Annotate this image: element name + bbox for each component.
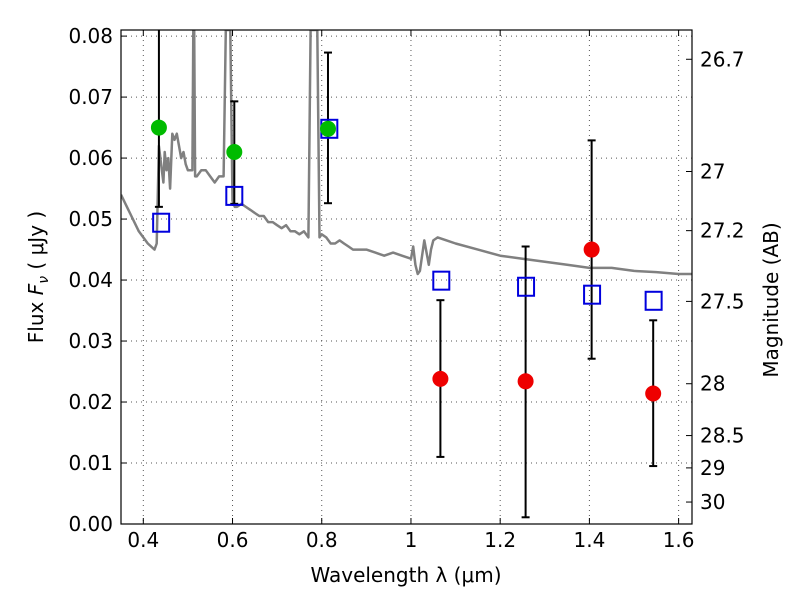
y-tick-label: 0.06 [68,146,113,170]
x-axis-title: Wavelength λ (μm) [310,563,501,587]
y-axis-title: Flux Fν ( μJy ) [24,211,52,343]
observed-data-point [583,241,600,258]
y-axis-title-post: ( μJy ) [24,211,48,276]
observed-data-point [319,120,336,137]
observed-data-point [150,119,167,136]
model-photometry-square [583,284,602,305]
model-photometry-square [432,270,451,291]
magnitude-tick-label: 27.5 [700,289,745,313]
observed-data-point [517,373,534,390]
magnitude-tick-label: 27 [700,159,725,183]
observed-data-point [645,385,662,402]
plot-area [121,30,692,519]
y-tick-label: 0.02 [68,390,113,414]
model-photometry-square [517,276,536,297]
magnitude-tick-label: 28 [700,372,725,396]
observed-data-point [432,370,449,387]
y-axis-title-sub: ν [36,276,52,284]
x-tick-label: 1.2 [484,528,516,552]
y-tick-label: 0.07 [68,85,113,109]
axis-ticks: 0.4 0.6 0.8 1 1.2 1.4 1.6 0.00 0.01 0.02 0.03 0.04 0… [68,24,744,552]
x-tick-label: 1 [405,528,418,552]
model-spectrum-line [121,30,692,276]
x-tick-label: 0.4 [127,528,159,552]
x-tick-label: 0.8 [306,528,338,552]
x-tick-label: 1.4 [573,528,605,552]
y-tick-label: 0.00 [68,512,113,536]
y-tick-label: 0.08 [68,24,113,48]
y-axis-title-symbol: F [24,283,48,295]
x-tick-label: 0.6 [217,528,249,552]
model-photometry-square [225,185,244,206]
y-tick-label: 0.04 [68,268,113,292]
model-photometry-square [644,290,663,311]
y-tick-label: 0.01 [68,451,113,475]
axes-frame [120,29,693,525]
magnitude-tick-label: 28.5 [700,424,745,448]
magnitude-tick-label: 26.7 [700,47,745,71]
y2-axis-title: Magnitude (AB) [759,222,783,377]
magnitude-tick-label: 29 [700,456,725,480]
y-tick-label: 0.05 [68,207,113,231]
y-tick-label: 0.03 [68,329,113,353]
y-axis-title-pre: Flux [24,295,48,343]
grid-layer [121,30,692,525]
x-tick-label: 1.6 [663,528,695,552]
model-photometry-square [152,212,171,233]
plot-frame [120,29,693,525]
observed-data-point [226,143,243,160]
magnitude-tick-label: 27.2 [700,219,745,243]
magnitude-tick-label: 30 [700,490,725,514]
